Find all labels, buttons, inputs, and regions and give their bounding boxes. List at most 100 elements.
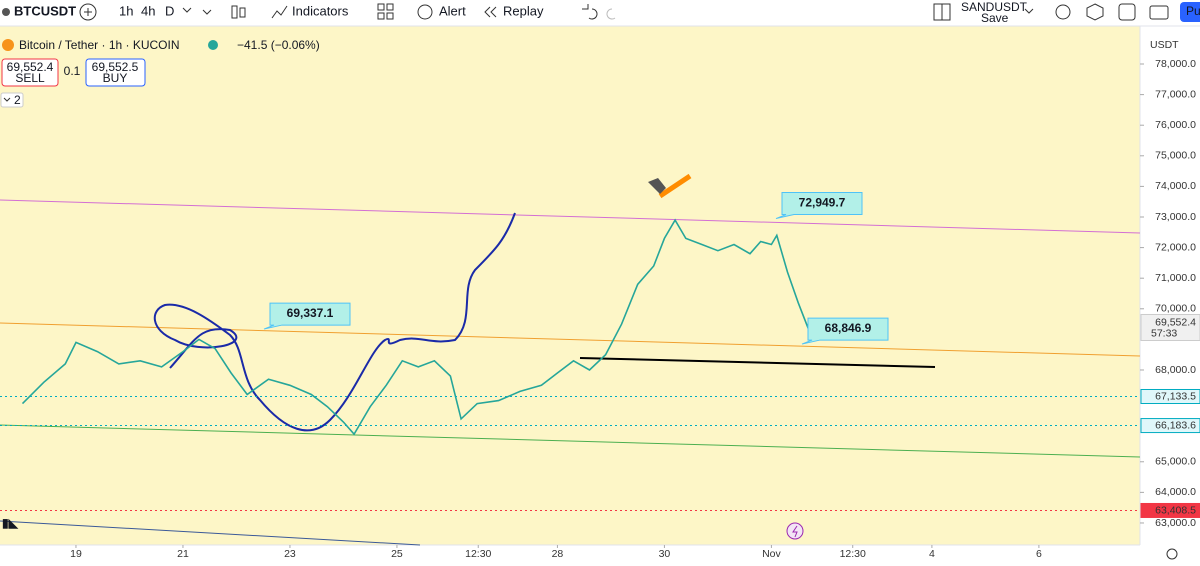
event-bolt	[792, 525, 798, 538]
y-tick-label: 70,000.0	[1155, 303, 1196, 315]
price-badge	[1140, 418, 1200, 434]
price-axis	[1140, 26, 1200, 566]
y-tick-label: 71,000.0	[1155, 272, 1196, 284]
x-tick-label: 30	[659, 548, 671, 560]
layout-icon	[386, 12, 394, 20]
buy-price: 69,552.5	[92, 60, 139, 74]
symbol[interactable]: BTCUSDT	[14, 3, 76, 18]
y-tick-label: 63,000.0	[1155, 517, 1196, 529]
x-tick-label: 19	[70, 548, 82, 560]
x-tick-label: 12:30	[840, 548, 866, 560]
layout-menu[interactable]	[1024, 8, 1034, 14]
add-symbol[interactable]	[79, 3, 97, 21]
y-tick-label: 73,000.0	[1155, 211, 1196, 223]
x-tick-label: 23	[284, 548, 296, 560]
price-badge-label: 66,183.6	[1155, 419, 1196, 431]
price-badge-label: 63,408.5	[1155, 504, 1196, 516]
interval[interactable]: D	[165, 3, 174, 18]
callout-label: 69,337.1	[287, 306, 334, 320]
redo[interactable]	[606, 8, 616, 20]
indicators-count: 2	[14, 93, 21, 107]
price-badge-label: 67,133.5	[1155, 390, 1196, 402]
legend-title: Bitcoin / Tether · 1h · KUCOIN	[19, 38, 180, 52]
hammer-icon	[648, 173, 692, 199]
axis-settings[interactable]	[1166, 548, 1178, 560]
currency: USDT	[1150, 39, 1179, 51]
layout-icon[interactable]	[377, 3, 385, 11]
replay-button[interactable]: Replay	[503, 3, 544, 18]
x-tick-label: 4	[929, 548, 935, 560]
y-tick-label: 74,000.0	[1155, 180, 1196, 192]
search-icon[interactable]	[2, 8, 10, 16]
countdown: 57:33	[1151, 327, 1177, 339]
x-tick-label: 6	[1036, 548, 1042, 560]
indicators-button[interactable]: Indicators	[292, 3, 349, 18]
replay-icon	[484, 6, 497, 18]
trend-line[interactable]	[0, 424, 1141, 458]
buy-button[interactable]	[85, 58, 146, 87]
x-tick-label: 12:30	[465, 548, 491, 560]
price-line	[21, 218, 826, 436]
publish-button[interactable]	[1180, 2, 1200, 22]
callout	[801, 317, 889, 345]
plot-area	[0, 26, 1140, 545]
save[interactable]: Save	[981, 11, 1009, 25]
y-tick-label: 77,000.0	[1155, 88, 1196, 100]
callout-label: 68,846.9	[825, 321, 872, 335]
chart-type[interactable]	[231, 5, 238, 19]
sell-price: 69,552.4	[7, 60, 54, 74]
y-tick-label: 76,000.0	[1155, 119, 1196, 131]
event-marker[interactable]	[786, 522, 804, 540]
hammer-handle	[658, 173, 692, 199]
tool-icon[interactable]	[1055, 4, 1071, 20]
buy-label: BUY	[103, 71, 128, 85]
y-tick-label: 72,000.0	[1155, 241, 1196, 253]
callout-label: 72,949.7	[799, 196, 846, 210]
layout-icon	[386, 3, 394, 11]
indicators-icon	[271, 5, 288, 19]
chevron	[3, 97, 11, 102]
snapshot-icon[interactable]	[1149, 5, 1169, 20]
x-tick-label: 25	[391, 548, 403, 560]
market-status	[208, 40, 218, 50]
plus	[84, 8, 92, 16]
chart-type	[239, 7, 246, 18]
settings-icon[interactable]	[1086, 3, 1104, 21]
freehand-drawing[interactable]	[153, 212, 516, 432]
spread: 0.1	[64, 64, 81, 78]
x-tick-label: 28	[552, 548, 564, 560]
trend-line[interactable]	[0, 520, 421, 546]
trend-line[interactable]	[0, 322, 1141, 357]
y-tick-label: 64,000.0	[1155, 486, 1196, 498]
legend-change: −41.5 (−0.06%)	[237, 38, 320, 52]
publish-label: Pu	[1186, 4, 1200, 18]
last-price-label: 69,552.4	[1155, 316, 1196, 328]
indicators-toggle[interactable]	[0, 92, 24, 108]
trend-line[interactable]	[0, 199, 1141, 234]
callout	[775, 192, 863, 220]
undo[interactable]	[582, 4, 598, 20]
layout-name[interactable]: SANDUSDT	[961, 0, 1028, 14]
y-tick-label: 68,000.0	[1155, 364, 1196, 376]
interval-menu[interactable]	[202, 9, 212, 15]
price-badge	[1140, 502, 1200, 518]
x-tick-label: 21	[177, 548, 189, 560]
layout-icon	[377, 12, 385, 20]
interval[interactable]: 1h	[119, 3, 133, 18]
interval-menu[interactable]	[182, 7, 192, 13]
callout	[263, 302, 351, 330]
toolbar	[0, 0, 1200, 26]
alert-icon	[417, 4, 433, 20]
price-badge	[1140, 388, 1200, 404]
sell-button[interactable]	[1, 58, 59, 87]
support-line[interactable]	[579, 357, 936, 368]
y-tick-label: 65,000.0	[1155, 456, 1196, 468]
coin-icon	[2, 39, 14, 51]
fullscreen-icon[interactable]	[1118, 3, 1136, 21]
interval[interactable]: 4h	[141, 3, 155, 18]
last-price-badge	[1140, 313, 1200, 341]
alert-button[interactable]: Alert	[439, 3, 466, 18]
tv-logo: ▮◣	[2, 516, 19, 530]
hammer-head	[648, 178, 666, 194]
sell-label: SELL	[15, 71, 45, 85]
